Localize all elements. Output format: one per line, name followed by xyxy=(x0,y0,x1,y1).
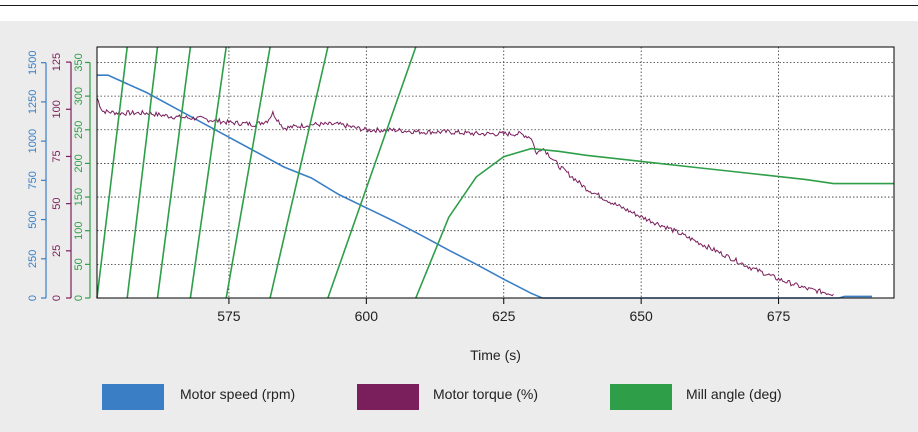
series-angle-line xyxy=(96,46,128,299)
y-tick-label-speed: 1250 xyxy=(27,90,39,114)
plot-area xyxy=(97,47,894,298)
y-tick-label-angle: 200 xyxy=(73,154,85,172)
x-tick-label: 650 xyxy=(629,308,653,324)
series-angle-line xyxy=(189,46,227,299)
y-tick-label-speed: 500 xyxy=(27,210,39,228)
y-tick-label-speed: 250 xyxy=(27,250,39,268)
y-tick-label-speed: 750 xyxy=(27,171,39,189)
legend-swatch-speed xyxy=(102,384,164,410)
legend-swatch-angle xyxy=(610,384,672,410)
x-axis-label: Time (s) xyxy=(470,347,521,363)
y-tick-label-speed: 0 xyxy=(27,295,39,301)
series-angle-line xyxy=(269,46,329,299)
y-tick-label-torque: 0 xyxy=(51,295,63,301)
series-angle-line xyxy=(225,46,271,299)
y-tick-label-angle: 300 xyxy=(73,87,85,105)
legend-label-torque: Motor torque (%) xyxy=(433,386,539,402)
series-angle-line xyxy=(156,46,192,299)
y-tick-label-angle: 250 xyxy=(73,121,85,139)
legend-swatch-torque xyxy=(357,384,419,410)
y-tick-label-torque: 50 xyxy=(51,198,63,210)
y-tick-label-torque: 25 xyxy=(51,245,63,257)
x-tick-label: 625 xyxy=(492,308,516,324)
y-tick-label-angle: 150 xyxy=(73,188,85,206)
y-tick-label-angle: 0 xyxy=(73,295,85,301)
x-tick-label: 675 xyxy=(767,308,791,324)
series-angle-line xyxy=(327,46,417,299)
legend-label-angle: Mill angle (deg) xyxy=(686,386,782,402)
y-tick-label-angle: 50 xyxy=(73,258,85,270)
x-tick-label: 575 xyxy=(217,308,241,324)
series-angle-line xyxy=(415,147,894,299)
y-tick-label-angle: 350 xyxy=(73,53,85,71)
legend-label-speed: Motor speed (rpm) xyxy=(180,386,296,402)
y-tick-label-torque: 125 xyxy=(51,53,63,71)
top-rule xyxy=(0,5,918,6)
plot-frame xyxy=(96,46,895,299)
x-tick-label: 600 xyxy=(355,308,379,324)
y-tick-label-torque: 75 xyxy=(51,150,63,162)
y-tick-label-angle: 100 xyxy=(73,222,85,240)
y-tick-label-speed: 1500 xyxy=(27,50,39,74)
series-angle-line xyxy=(126,46,159,299)
y-tick-label-torque: 100 xyxy=(51,100,63,118)
y-tick-label-speed: 1000 xyxy=(27,129,39,153)
series-torque-line xyxy=(96,97,834,297)
axes-layer: 575 600 625 650 6750250500750100012501500025… xyxy=(27,50,790,324)
